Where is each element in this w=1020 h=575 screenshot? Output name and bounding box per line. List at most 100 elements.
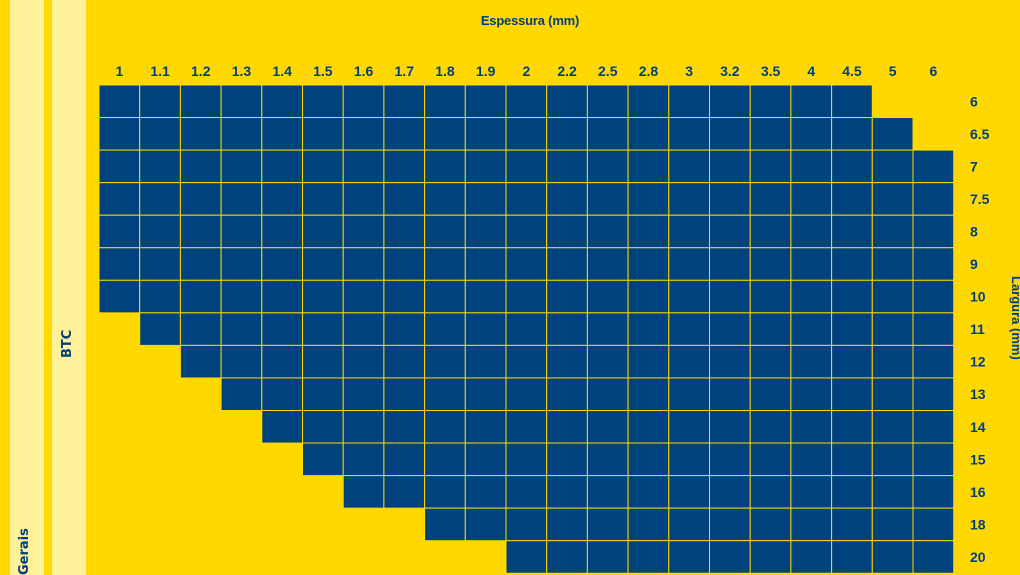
available-cell xyxy=(668,84,710,119)
available-cell xyxy=(424,377,466,412)
available-cell xyxy=(912,182,955,216)
available-cell xyxy=(912,312,955,346)
available-cell xyxy=(546,540,588,574)
available-cell xyxy=(464,247,507,281)
x-tick-label: 1.9 xyxy=(476,63,496,79)
available-cell xyxy=(586,149,629,184)
available-cell xyxy=(749,507,792,542)
available-cell xyxy=(627,84,670,119)
available-cell xyxy=(342,410,385,444)
available-cell xyxy=(383,475,426,509)
available-cell xyxy=(261,247,303,281)
available-cell xyxy=(749,247,792,281)
available-cell xyxy=(912,540,955,574)
available-cell xyxy=(749,149,792,184)
available-cell xyxy=(220,247,263,281)
available-cell xyxy=(220,182,263,216)
y-tick-label: 7.5 xyxy=(970,191,990,207)
available-cell xyxy=(790,344,833,379)
available-cell xyxy=(627,117,670,151)
available-cell xyxy=(342,377,385,412)
available-cell xyxy=(546,344,588,379)
available-cell xyxy=(546,279,588,314)
available-cell xyxy=(139,182,181,216)
available-cell xyxy=(261,344,303,379)
available-cell xyxy=(586,214,629,249)
y-tick-label: 11 xyxy=(970,321,985,337)
available-cell xyxy=(709,182,751,216)
available-cell xyxy=(709,377,751,412)
available-cell xyxy=(668,344,710,379)
available-cell xyxy=(586,344,629,379)
x-tick-label: 1.3 xyxy=(232,63,252,79)
x-tick-label: 2.5 xyxy=(598,63,618,79)
x-tick-label: 1.2 xyxy=(191,63,211,79)
available-cell xyxy=(749,540,792,574)
available-cell xyxy=(790,442,833,477)
available-cell xyxy=(912,475,955,509)
available-cell xyxy=(871,117,914,151)
x-tick-label: 4 xyxy=(807,63,815,79)
available-cell xyxy=(302,344,344,379)
available-cell xyxy=(871,312,914,346)
available-cell xyxy=(220,279,263,314)
available-cell xyxy=(424,247,466,281)
available-cell xyxy=(627,410,670,444)
available-cell xyxy=(342,475,385,509)
available-cell xyxy=(424,117,466,151)
available-cell xyxy=(98,117,141,151)
available-cell xyxy=(871,279,914,314)
available-cell xyxy=(831,442,873,477)
available-cell xyxy=(586,475,629,509)
available-cell xyxy=(383,312,426,346)
available-cell xyxy=(546,442,588,477)
available-cell xyxy=(749,442,792,477)
x-tick-label: 3 xyxy=(685,63,693,79)
available-cell xyxy=(546,149,588,184)
available-cell xyxy=(831,312,873,346)
available-cell xyxy=(383,84,426,119)
available-cell xyxy=(790,410,833,444)
available-cell xyxy=(546,117,588,151)
available-cell xyxy=(831,117,873,151)
available-cell xyxy=(871,149,914,184)
band-gerais: Gerais xyxy=(10,0,44,575)
available-cell xyxy=(627,247,670,281)
available-cell xyxy=(790,214,833,249)
available-cell xyxy=(709,540,751,574)
available-cell xyxy=(302,410,344,444)
available-cell xyxy=(586,540,629,574)
x-tick-label: 5 xyxy=(889,63,897,79)
available-cell xyxy=(220,377,263,412)
available-cell xyxy=(871,344,914,379)
available-cell xyxy=(424,279,466,314)
available-cell xyxy=(831,410,873,444)
available-cell xyxy=(749,117,792,151)
available-cell xyxy=(546,507,588,542)
available-cell xyxy=(912,247,955,281)
available-cell xyxy=(383,214,426,249)
available-cell xyxy=(139,214,181,249)
available-cell xyxy=(342,149,385,184)
available-cell xyxy=(464,117,507,151)
available-cell xyxy=(179,149,222,184)
available-cell xyxy=(831,149,873,184)
available-cell xyxy=(586,247,629,281)
available-cell xyxy=(912,214,955,249)
available-cell xyxy=(749,279,792,314)
y-tick-label: 20 xyxy=(970,549,986,565)
available-cell xyxy=(546,410,588,444)
y-tick-label: 10 xyxy=(970,289,986,305)
available-cell xyxy=(749,377,792,412)
available-cell xyxy=(831,214,873,249)
available-cell xyxy=(668,475,710,509)
available-cell xyxy=(464,84,507,119)
available-cell xyxy=(505,214,548,249)
available-cell xyxy=(98,279,141,314)
available-cell xyxy=(627,149,670,184)
available-cell xyxy=(627,312,670,346)
available-cell xyxy=(302,247,344,281)
available-cell xyxy=(302,312,344,346)
available-cell xyxy=(342,279,385,314)
available-cell xyxy=(383,442,426,477)
